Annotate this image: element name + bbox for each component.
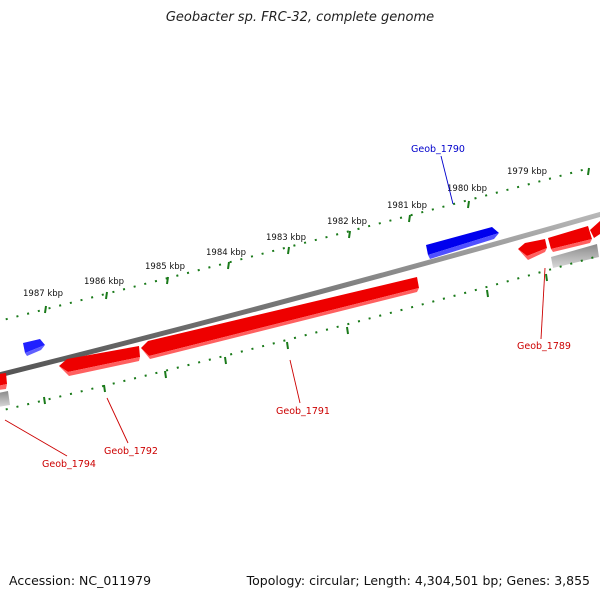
forward-gene-geob-1790[interactable] [426,227,499,259]
genome-backbone [0,211,600,378]
leader-geob-1790 [440,155,454,205]
gene-label-geob-1789: Geob_1789 [517,341,571,352]
scale-tick [486,289,489,298]
tick-label-1982: 1982 kbp [327,217,367,227]
genome-summary-text: Topology: circular; Length: 4,304,501 bp… [246,573,590,588]
scale-tick [346,326,349,335]
tick-label-1981: 1981 kbp [387,201,427,211]
leader-geob-1792 [106,397,129,444]
tick-label-1987: 1987 kbp [23,289,63,299]
scale-tick [43,396,46,405]
scale-track-inner [0,256,596,412]
tick-label-1980: 1980 kbp [447,184,487,194]
reverse-gene-small[interactable] [518,239,547,260]
gene-label-geob-1792: Geob_1792 [104,446,158,457]
leader-geob-1791 [289,359,301,404]
scale-tick [166,276,169,285]
scale-tick [224,356,227,365]
scale-tick [348,230,351,239]
reverse-gene-geob-1792[interactable] [59,346,140,376]
reverse-gene-geob-1791[interactable] [141,277,419,359]
scale-tick [103,384,106,393]
reverse-gene-geob-1789[interactable] [548,226,592,252]
accession-text: Accession: NC_011979 [9,573,152,588]
tick-label-1985: 1985 kbp [145,262,185,272]
scale-tick [164,370,167,379]
scale-tick [105,291,108,300]
leader-geob-1794 [4,419,68,457]
tick-label-1984: 1984 kbp [206,248,246,258]
grey-feature-left[interactable] [0,391,10,407]
gene-label-geob-1794: Geob_1794 [42,459,96,470]
tick-label-1983: 1983 kbp [266,233,306,243]
scale-tick [44,305,47,314]
gene-label-geob-1791: Geob_1791 [276,406,330,417]
leader-geob-1789 [540,267,546,340]
scale-tick [408,214,411,223]
scale-tick [587,167,590,176]
scale-tick [227,261,230,270]
map-title: Geobacter sp. FRC-32, complete genome [165,10,435,25]
reverse-gene-edge[interactable] [590,221,600,238]
gene-label-geob-1790: Geob_1790 [411,144,465,155]
forward-gene-small[interactable] [23,339,45,356]
reverse-gene-geob-1794[interactable] [0,373,7,390]
grey-feature-right[interactable] [551,244,599,268]
scale-tick [545,273,548,282]
scale-tick [467,200,470,209]
tick-label-1986: 1986 kbp [84,277,124,287]
scale-track-outer [0,167,591,322]
scale-tick [287,246,290,255]
scale-tick [286,341,289,350]
tick-label-1979: 1979 kbp [507,167,547,177]
